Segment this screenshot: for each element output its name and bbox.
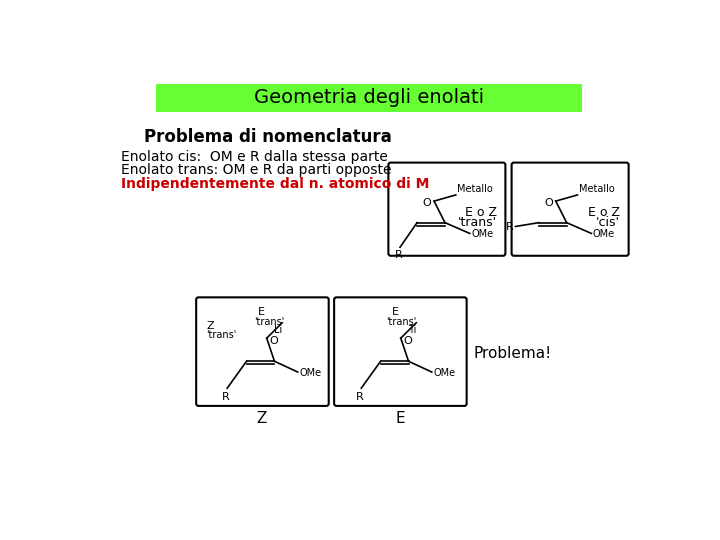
- Text: Indipendentemente dal n. atomico di M: Indipendentemente dal n. atomico di M: [121, 177, 429, 191]
- Text: 'trans': 'trans': [458, 216, 497, 229]
- Text: Enolato trans: OM e R da parti opposte: Enolato trans: OM e R da parti opposte: [121, 164, 392, 177]
- Text: Z: Z: [206, 321, 214, 331]
- Text: E o Z: E o Z: [588, 206, 620, 219]
- Text: E: E: [258, 307, 265, 318]
- FancyBboxPatch shape: [196, 298, 329, 406]
- Text: R: R: [222, 392, 230, 402]
- Text: Enolato cis:  OM e R dalla stessa parte: Enolato cis: OM e R dalla stessa parte: [121, 150, 388, 164]
- Text: O: O: [544, 198, 553, 207]
- Text: Ti: Ti: [408, 325, 417, 335]
- Text: E: E: [392, 307, 400, 318]
- Text: R: R: [356, 392, 364, 402]
- Text: Geometria degli enolati: Geometria degli enolati: [254, 89, 484, 107]
- Text: 'trans': 'trans': [206, 330, 236, 340]
- Text: Problema!: Problema!: [473, 346, 552, 361]
- Text: OMe: OMe: [433, 368, 456, 378]
- Text: O: O: [404, 336, 413, 346]
- Text: E o Z: E o Z: [465, 206, 497, 219]
- Text: O: O: [422, 198, 431, 207]
- Text: OMe: OMe: [593, 229, 615, 239]
- FancyBboxPatch shape: [512, 163, 629, 256]
- FancyBboxPatch shape: [388, 163, 505, 256]
- Text: OMe: OMe: [472, 229, 493, 239]
- Text: Li: Li: [274, 325, 283, 335]
- Text: 'cis': 'cis': [596, 216, 620, 229]
- Text: Problema di nomenclatura: Problema di nomenclatura: [144, 128, 392, 146]
- FancyBboxPatch shape: [156, 84, 582, 112]
- Text: 'trans': 'trans': [254, 316, 284, 327]
- Text: OMe: OMe: [300, 368, 321, 378]
- Text: R: R: [395, 251, 402, 260]
- Text: R: R: [505, 221, 513, 232]
- Text: E: E: [395, 411, 405, 426]
- FancyBboxPatch shape: [334, 298, 467, 406]
- Text: 'trans': 'trans': [386, 316, 416, 327]
- Text: O: O: [270, 336, 279, 346]
- Text: Metallo: Metallo: [457, 184, 493, 194]
- Text: Metallo: Metallo: [579, 184, 615, 194]
- Text: Z: Z: [257, 411, 267, 426]
